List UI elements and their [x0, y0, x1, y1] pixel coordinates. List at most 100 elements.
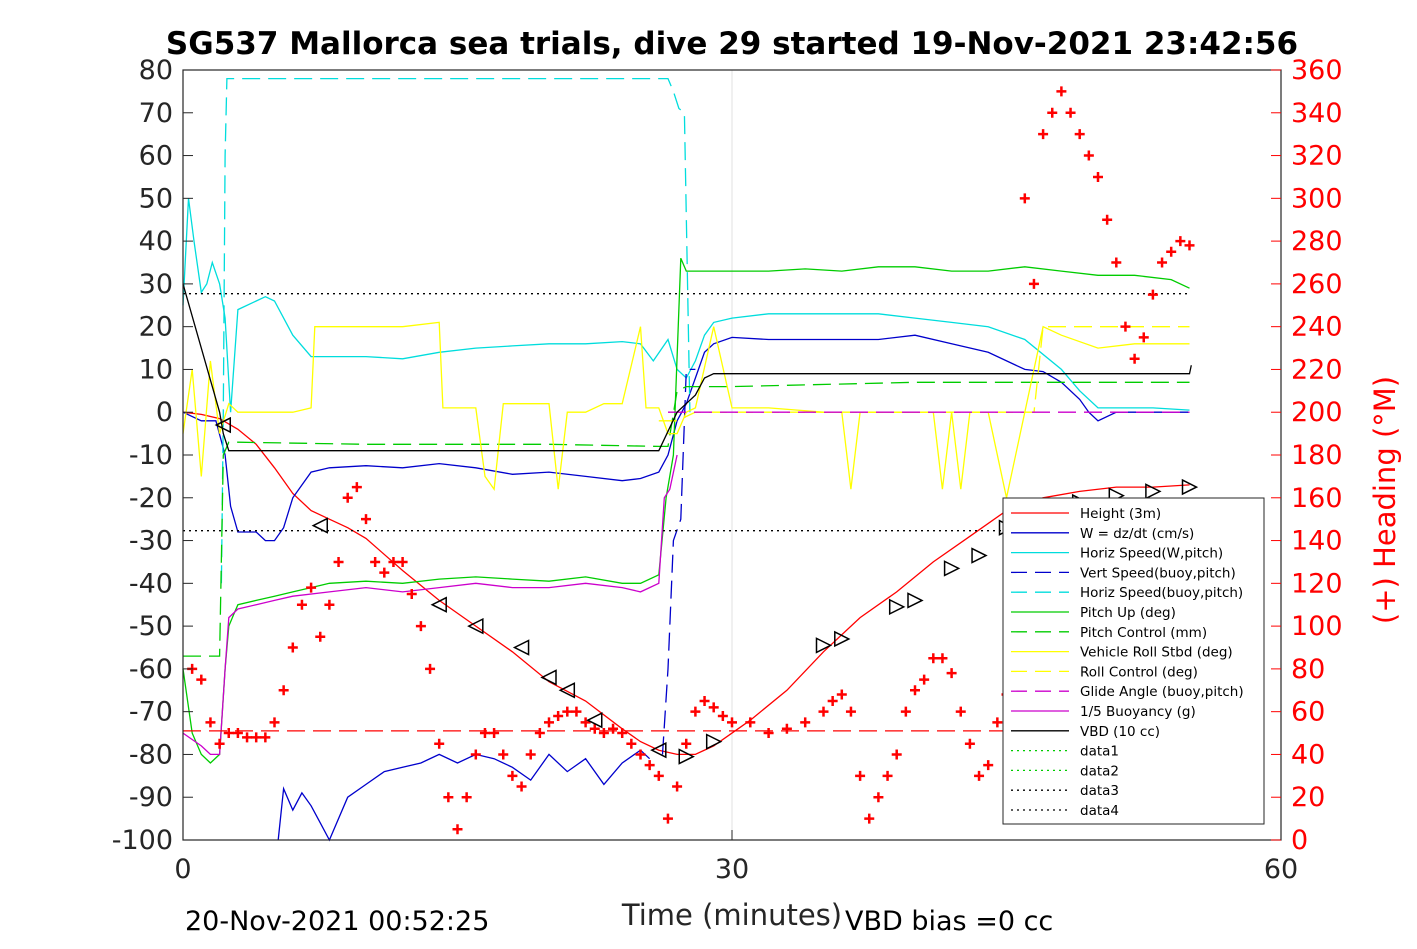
heading-point	[864, 813, 875, 824]
vbd-marker	[678, 748, 695, 765]
x-tick-label: 30	[715, 854, 749, 885]
legend-label: Horiz Speed(W,pitch)	[1080, 546, 1223, 562]
heading-point	[1047, 107, 1058, 118]
legend: Height (3m) W = dz/dt (cm/s) Horiz Speed(W…	[1002, 497, 1265, 825]
vbd-marker	[650, 741, 667, 759]
right-tick-label: 120	[1291, 568, 1343, 599]
legend-label: Vert Speed(buoy,pitch)	[1080, 565, 1236, 581]
heading-point	[333, 556, 344, 567]
heading-point	[891, 749, 902, 760]
right-tick-label: 40	[1291, 739, 1325, 770]
right-tick-label: 240	[1291, 312, 1343, 343]
left-tick-label: 70	[139, 98, 173, 129]
vbd-marker	[1145, 483, 1162, 500]
series-line-1-5-buoyancy-g	[182, 454, 678, 756]
series-line-horiz-speed-buoy-pitch	[220, 77, 691, 584]
vbd-marker	[1181, 478, 1199, 496]
left-tick-label: 0	[156, 397, 173, 428]
heading-point	[626, 738, 637, 749]
heading-point	[406, 589, 417, 600]
left-tick-label: -10	[129, 440, 173, 471]
series-line-pitch-control-mm	[183, 381, 1190, 657]
left-tick-label: -80	[129, 739, 173, 770]
vbd-marker	[214, 416, 232, 434]
axes: 80706050403020100-10-20-30-40-50-60-70-8…	[112, 55, 1343, 885]
legend-label: data3	[1080, 783, 1119, 799]
right-tick-label: 280	[1291, 226, 1343, 257]
legend-label: Pitch Up (deg)	[1080, 605, 1176, 621]
heading-point	[1157, 257, 1168, 268]
heading-point	[434, 738, 445, 749]
left-tick-label: 60	[139, 141, 173, 172]
heading-point	[589, 723, 600, 734]
heading-point	[269, 717, 280, 728]
right-tick-label: 360	[1291, 55, 1343, 86]
heading-point	[351, 482, 362, 493]
vbd-marker	[512, 639, 530, 656]
heading-point	[1184, 240, 1195, 251]
heading-point	[361, 514, 371, 525]
vbd-marker	[907, 592, 924, 609]
heading-point	[727, 717, 737, 728]
heading-point	[855, 770, 866, 781]
heading-point	[388, 556, 399, 567]
heading-point	[571, 706, 582, 717]
heading-point	[974, 770, 985, 781]
heading-point	[534, 728, 545, 739]
heading-point	[635, 749, 646, 760]
left-tick-label: 10	[139, 354, 173, 385]
heading-point	[992, 717, 1003, 728]
legend-label: Height (3m)	[1080, 506, 1161, 522]
heading-point	[1056, 86, 1067, 97]
left-tick-label: -30	[129, 526, 173, 557]
right-tick-label: 260	[1291, 269, 1343, 300]
series-line-horiz-speed-w-pitch	[182, 198, 1190, 413]
left-tick-label: 30	[139, 269, 173, 300]
heading-point	[928, 653, 939, 664]
heading-point	[937, 653, 948, 664]
left-tick-label: -90	[129, 782, 173, 813]
heading-point	[818, 706, 829, 717]
heading-point	[1038, 129, 1049, 140]
heading-point	[653, 770, 664, 781]
heading-point	[342, 492, 353, 503]
legend-label: 1/5 Buoyancy (g)	[1080, 704, 1196, 720]
vbd-marker	[467, 617, 484, 635]
heading-point	[214, 738, 225, 749]
heading-point	[717, 710, 728, 721]
heading-point	[699, 695, 710, 706]
heading-markers	[187, 86, 1195, 835]
vbd-marker	[540, 669, 557, 686]
legend-label: data2	[1080, 763, 1119, 779]
heading-point	[681, 738, 692, 749]
vbd-marker	[834, 630, 851, 648]
heading-point	[379, 567, 390, 578]
heading-point	[562, 706, 573, 717]
heading-point	[836, 689, 847, 700]
legend-label: data4	[1080, 803, 1119, 819]
left-tick-label: 40	[139, 226, 173, 257]
right-tick-label: 20	[1291, 782, 1325, 813]
right-tick-label: 200	[1291, 397, 1343, 428]
right-tick-label: 0	[1291, 825, 1308, 856]
legend-label: VBD (10 cc)	[1080, 724, 1160, 740]
heading-point	[955, 706, 966, 717]
heading-point	[251, 732, 262, 743]
right-tick-label: 80	[1291, 654, 1325, 685]
x-tick-label: 0	[174, 854, 191, 885]
heading-point	[1019, 193, 1030, 204]
heading-point	[690, 706, 701, 717]
left-tick-label: -70	[129, 697, 173, 728]
heading-point	[242, 732, 253, 743]
heading-point	[525, 749, 536, 760]
heading-point	[489, 728, 500, 739]
right-tick-label: 140	[1291, 526, 1343, 557]
heading-point	[1083, 150, 1094, 161]
heading-point	[983, 760, 994, 771]
vbd-marker	[971, 547, 988, 564]
heading-point	[452, 824, 463, 835]
heading-point	[287, 642, 298, 653]
heading-point	[461, 792, 472, 803]
